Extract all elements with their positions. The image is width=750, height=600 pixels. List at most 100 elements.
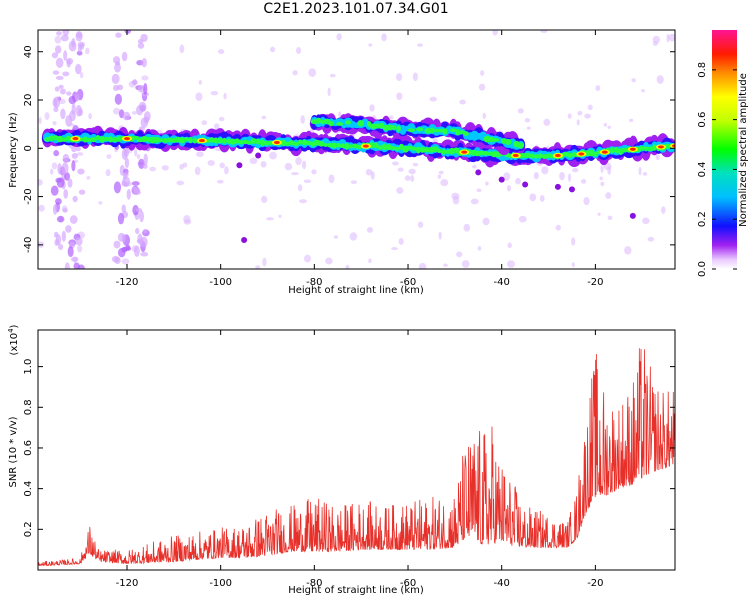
spectrogram-ridge-blob	[216, 137, 224, 144]
spectrogram-ridge-blob	[646, 146, 654, 152]
spectrogram-noise-blob	[124, 30, 132, 34]
spectrogram-ridge-blob	[268, 140, 274, 146]
spectrogram-side-blob	[554, 183, 561, 190]
spectrogram-ridge-blob	[297, 139, 303, 145]
spectrogram-x-tick-label: -40	[494, 277, 510, 288]
colorbar-tick-label: 0.2	[697, 211, 708, 227]
spectrogram-ylabel: Frequency (Hz)	[8, 112, 19, 188]
spectrogram-noise-blob	[113, 181, 122, 194]
spectrogram-noise-blob	[210, 91, 219, 96]
spectrogram-ridge-blob	[255, 138, 261, 145]
spectrogram-noise-blob	[656, 75, 664, 84]
spectrogram-ridge-blob	[449, 128, 458, 133]
spectrogram-noise-blob	[66, 91, 72, 96]
spectrogram-ridge-blob	[483, 151, 489, 156]
spectrogram-ridge-blob	[188, 136, 193, 144]
spectrogram-noise-blob	[583, 197, 590, 206]
spectrogram-noise-blob	[327, 87, 331, 97]
spectrogram-noise-blob	[86, 176, 91, 180]
snr-series-line	[38, 348, 675, 567]
spectrogram-noise-blob	[77, 168, 85, 175]
spectrogram-noise-blob	[668, 33, 675, 42]
spectrogram-side-blob	[255, 152, 262, 159]
spectrogram-noise-blob	[587, 104, 593, 111]
spectrogram-noise-blob	[278, 214, 282, 218]
spectrogram-noise-blob	[260, 160, 267, 168]
spectrogram-ridge-blob	[437, 148, 442, 154]
spectrogram-ridge-blob	[374, 123, 381, 129]
spectrogram-noise-blob	[132, 204, 139, 216]
spectrogram-noise-blob	[75, 237, 83, 246]
spectrogram-noise-blob	[79, 72, 84, 79]
spectrogram-ridge-blob	[328, 120, 335, 127]
spectrogram-noise-blob	[345, 264, 350, 269]
spectrogram-side-blob	[568, 186, 575, 193]
spectrogram-noise-blob	[76, 50, 83, 56]
spectrogram-noise-blob	[131, 79, 138, 86]
spectrogram-ridge-blob	[222, 137, 227, 144]
spectrogram-noise-blob	[266, 217, 274, 221]
spectrogram-noise-blob	[476, 188, 482, 193]
spectrogram-ridge-blob	[280, 139, 287, 146]
spectrogram-noise-blob	[412, 162, 419, 167]
spectrogram-noise-blob	[459, 99, 467, 105]
spectrogram-noise-blob	[391, 246, 398, 251]
spectrogram-noise-blob	[131, 186, 138, 192]
spectrogram-noise-blob	[642, 217, 650, 225]
spectrogram-noise-blob	[143, 82, 148, 95]
spectrogram-ridge-blob	[315, 117, 322, 124]
spectrogram-noise-blob	[131, 181, 140, 186]
spectrogram-y-tick-label: 0	[23, 145, 34, 151]
spectrogram-noise-blob	[63, 188, 69, 199]
spectrogram-noise-blob	[295, 47, 302, 55]
spectrogram-noise-blob	[529, 193, 537, 202]
spectrogram-noise-blob	[526, 126, 531, 130]
spectrogram-noise-blob	[98, 201, 103, 205]
spectrogram-noise-blob	[58, 84, 64, 89]
spectrogram-noise-blob	[70, 256, 79, 262]
spectrogram-noise-blob	[75, 63, 82, 75]
spectrogram-noise-blob	[73, 262, 80, 269]
spectrogram-ridge-blob	[441, 149, 446, 155]
spectrogram-noise-blob	[397, 167, 404, 172]
snr-x-tick-label: -20	[587, 578, 603, 589]
spectrogram-noise-blob	[396, 73, 403, 82]
spectrogram-noise-blob	[456, 251, 463, 258]
spectrogram-noise-blob	[135, 227, 140, 235]
spectrogram-noise-blob	[141, 75, 149, 81]
spectrogram-x-tick-label: -80	[306, 277, 322, 288]
spectrogram-noise-blob	[507, 242, 512, 249]
spectrogram-ridge-blob	[153, 136, 161, 143]
spectrogram-noise-blob	[121, 51, 128, 62]
colorbar-tick-label: 0.4	[697, 161, 708, 177]
spectrogram-noise-blob	[261, 195, 268, 204]
spectrogram-noise-blob	[161, 165, 169, 171]
spectrogram-noise-blob	[88, 112, 92, 120]
spectrogram-noise-blob	[54, 35, 62, 44]
spectrogram-noise-blob	[56, 177, 65, 188]
spectrogram-noise-blob	[216, 179, 224, 184]
spectrogram-ridge-blob	[318, 140, 325, 147]
spectrogram-peak-blob	[554, 153, 561, 158]
spectrogram-noise-blob	[555, 224, 561, 231]
spectrogram-noise-blob	[140, 117, 149, 128]
snr-panel: -120 -100 -80 -60 -40 -20 0.2 0.4 0.6 0.8 1.0 Heig…	[7, 324, 676, 596]
snr-y-tick-label: 0.2	[23, 521, 34, 537]
spectrogram-noise-blob	[507, 260, 516, 268]
spectrogram-noise-blob	[38, 204, 45, 212]
spectrogram-noise-blob	[438, 231, 442, 240]
spectrogram-ridge-blob	[345, 120, 352, 125]
spectrogram-noise-blob	[121, 204, 126, 213]
spectrogram-side-blob	[475, 169, 482, 176]
spectrogram-y-tick-label: 40	[23, 45, 34, 58]
spectrogram-peak-blob	[672, 144, 675, 148]
snr-x-tick-label: -120	[116, 578, 139, 589]
spectrogram-noise-blob	[214, 123, 220, 130]
spectrogram-noise-blob	[140, 33, 148, 43]
spectrogram-noise-blob	[113, 240, 121, 249]
colorbar-tick-label: 0.0	[697, 261, 708, 277]
spectrogram-noise-blob	[404, 175, 411, 181]
spectrogram-noise-blob	[350, 180, 358, 185]
spectrogram-noise-blob	[50, 185, 59, 196]
spectrogram-noise-blob	[111, 73, 120, 84]
